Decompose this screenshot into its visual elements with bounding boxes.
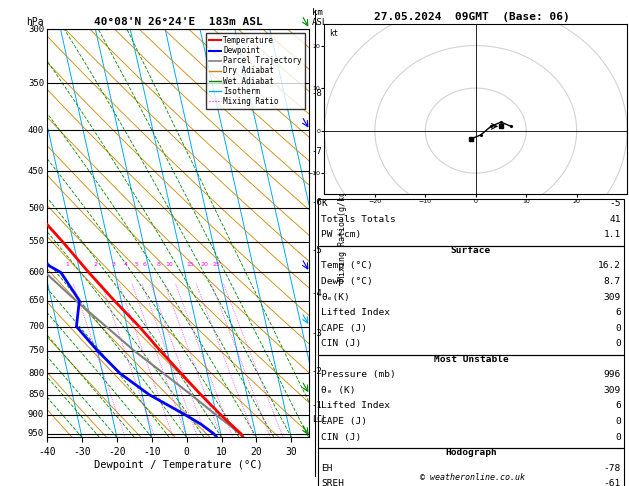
Text: CAPE (J): CAPE (J)	[321, 417, 367, 426]
Text: 450: 450	[28, 167, 44, 176]
Text: 8: 8	[157, 261, 160, 266]
Text: 600: 600	[28, 268, 44, 277]
Text: 20: 20	[201, 261, 209, 266]
Text: SREH: SREH	[321, 479, 344, 486]
Text: -61: -61	[604, 479, 621, 486]
Text: 800: 800	[28, 369, 44, 378]
Text: 550: 550	[28, 237, 44, 246]
Text: Totals Totals: Totals Totals	[321, 215, 396, 224]
Text: 6: 6	[615, 308, 621, 317]
Text: 950: 950	[28, 429, 44, 438]
Text: 900: 900	[28, 410, 44, 419]
Text: 309: 309	[604, 293, 621, 302]
Text: 3: 3	[111, 261, 115, 266]
Text: -8: -8	[312, 88, 323, 98]
Text: Surface: Surface	[451, 246, 491, 255]
X-axis label: Dewpoint / Temperature (°C): Dewpoint / Temperature (°C)	[94, 460, 262, 470]
Text: 0: 0	[615, 433, 621, 442]
Text: Lifted Index: Lifted Index	[321, 401, 390, 411]
Text: 16.2: 16.2	[598, 261, 621, 271]
Text: K: K	[321, 199, 327, 208]
Text: 1.1: 1.1	[604, 230, 621, 240]
Text: 350: 350	[28, 79, 44, 88]
Text: -4: -4	[312, 289, 323, 298]
Text: Mixing Ratio (g/kg): Mixing Ratio (g/kg)	[338, 186, 347, 281]
Text: θₑ(K): θₑ(K)	[321, 293, 350, 302]
Text: hPa: hPa	[26, 17, 44, 27]
Text: © weatheronline.co.uk: © weatheronline.co.uk	[420, 473, 525, 482]
Text: CIN (J): CIN (J)	[321, 433, 362, 442]
Text: 27.05.2024  09GMT  (Base: 06): 27.05.2024 09GMT (Base: 06)	[374, 12, 570, 22]
Text: 650: 650	[28, 296, 44, 305]
Text: -78: -78	[604, 464, 621, 473]
Text: 6: 6	[143, 261, 147, 266]
Text: -7: -7	[312, 147, 323, 156]
Text: θₑ (K): θₑ (K)	[321, 386, 356, 395]
Text: Hodograph: Hodograph	[445, 448, 497, 457]
Text: 25: 25	[213, 261, 221, 266]
Text: 500: 500	[28, 204, 44, 213]
Text: LCL: LCL	[312, 415, 327, 424]
Text: 2: 2	[94, 261, 97, 266]
Text: CAPE (J): CAPE (J)	[321, 324, 367, 333]
Text: -2: -2	[312, 367, 323, 376]
Text: CIN (J): CIN (J)	[321, 339, 362, 348]
Text: PW (cm): PW (cm)	[321, 230, 362, 240]
Text: Temp (°C): Temp (°C)	[321, 261, 373, 271]
Text: 8.7: 8.7	[604, 277, 621, 286]
Text: 700: 700	[28, 322, 44, 331]
Legend: Temperature, Dewpoint, Parcel Trajectory, Dry Adiabat, Wet Adiabat, Isotherm, Mi: Temperature, Dewpoint, Parcel Trajectory…	[206, 33, 305, 109]
Text: -6: -6	[312, 198, 323, 208]
Text: 996: 996	[604, 370, 621, 380]
Text: -1: -1	[312, 401, 323, 410]
Text: km
ASL: km ASL	[312, 8, 328, 27]
Title: 40°08'N 26°24'E  183m ASL: 40°08'N 26°24'E 183m ASL	[94, 17, 262, 27]
Text: 1: 1	[65, 261, 69, 266]
Text: Most Unstable: Most Unstable	[433, 355, 508, 364]
Text: Lifted Index: Lifted Index	[321, 308, 390, 317]
Text: kt: kt	[330, 29, 339, 37]
Text: Pressure (mb): Pressure (mb)	[321, 370, 396, 380]
Text: 41: 41	[610, 215, 621, 224]
Text: 5: 5	[134, 261, 138, 266]
Text: 850: 850	[28, 390, 44, 399]
Text: 750: 750	[28, 346, 44, 355]
Text: -5: -5	[312, 245, 323, 255]
Text: 0: 0	[615, 417, 621, 426]
Text: 309: 309	[604, 386, 621, 395]
Text: 0: 0	[615, 324, 621, 333]
Text: 400: 400	[28, 125, 44, 135]
Text: 300: 300	[28, 25, 44, 34]
Text: 15: 15	[186, 261, 194, 266]
Text: 0: 0	[615, 339, 621, 348]
Text: 6: 6	[615, 401, 621, 411]
Text: EH: EH	[321, 464, 333, 473]
Text: Dewp (°C): Dewp (°C)	[321, 277, 373, 286]
Text: -5: -5	[610, 199, 621, 208]
Text: -3: -3	[312, 330, 323, 338]
Text: 10: 10	[165, 261, 173, 266]
Text: 4: 4	[124, 261, 128, 266]
